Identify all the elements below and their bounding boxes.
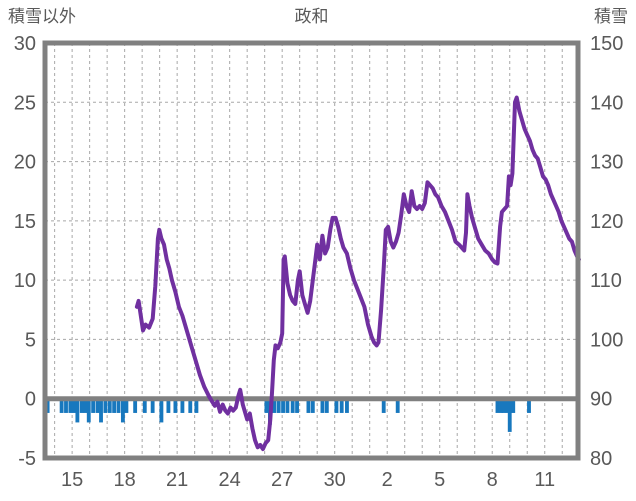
svg-text:15: 15 [14, 211, 36, 233]
svg-text:30: 30 [14, 33, 36, 55]
chart-title: 政和 [294, 7, 329, 26]
svg-text:18: 18 [114, 469, 136, 491]
svg-text:10: 10 [14, 270, 36, 292]
svg-text:30: 30 [324, 469, 346, 491]
svg-text:20: 20 [14, 152, 36, 174]
precip-bars [45, 398, 531, 432]
svg-text:140: 140 [590, 92, 623, 114]
svg-text:110: 110 [590, 270, 622, 292]
svg-text:120: 120 [590, 211, 623, 233]
svg-text:5: 5 [25, 329, 36, 351]
svg-text:25: 25 [14, 92, 36, 114]
svg-text:0: 0 [25, 389, 36, 411]
right-axis-title: 積雪 [594, 7, 628, 26]
svg-text:15: 15 [61, 469, 83, 491]
svg-text:100: 100 [590, 329, 623, 351]
svg-text:5: 5 [434, 469, 445, 491]
svg-text:130: 130 [590, 152, 623, 174]
svg-text:27: 27 [271, 469, 293, 491]
svg-text:21: 21 [166, 469, 188, 491]
left-axis-title: 積雪以外 [8, 7, 76, 26]
snow-line [134, 95, 581, 452]
svg-text:2: 2 [382, 469, 393, 491]
svg-text:24: 24 [219, 469, 241, 491]
svg-text:150: 150 [590, 33, 623, 55]
svg-text:-5: -5 [18, 448, 36, 470]
plot-frame [42, 40, 581, 461]
svg-text:90: 90 [590, 389, 612, 411]
svg-text:80: 80 [590, 448, 612, 470]
svg-text:11: 11 [534, 469, 555, 491]
svg-text:8: 8 [487, 469, 498, 491]
